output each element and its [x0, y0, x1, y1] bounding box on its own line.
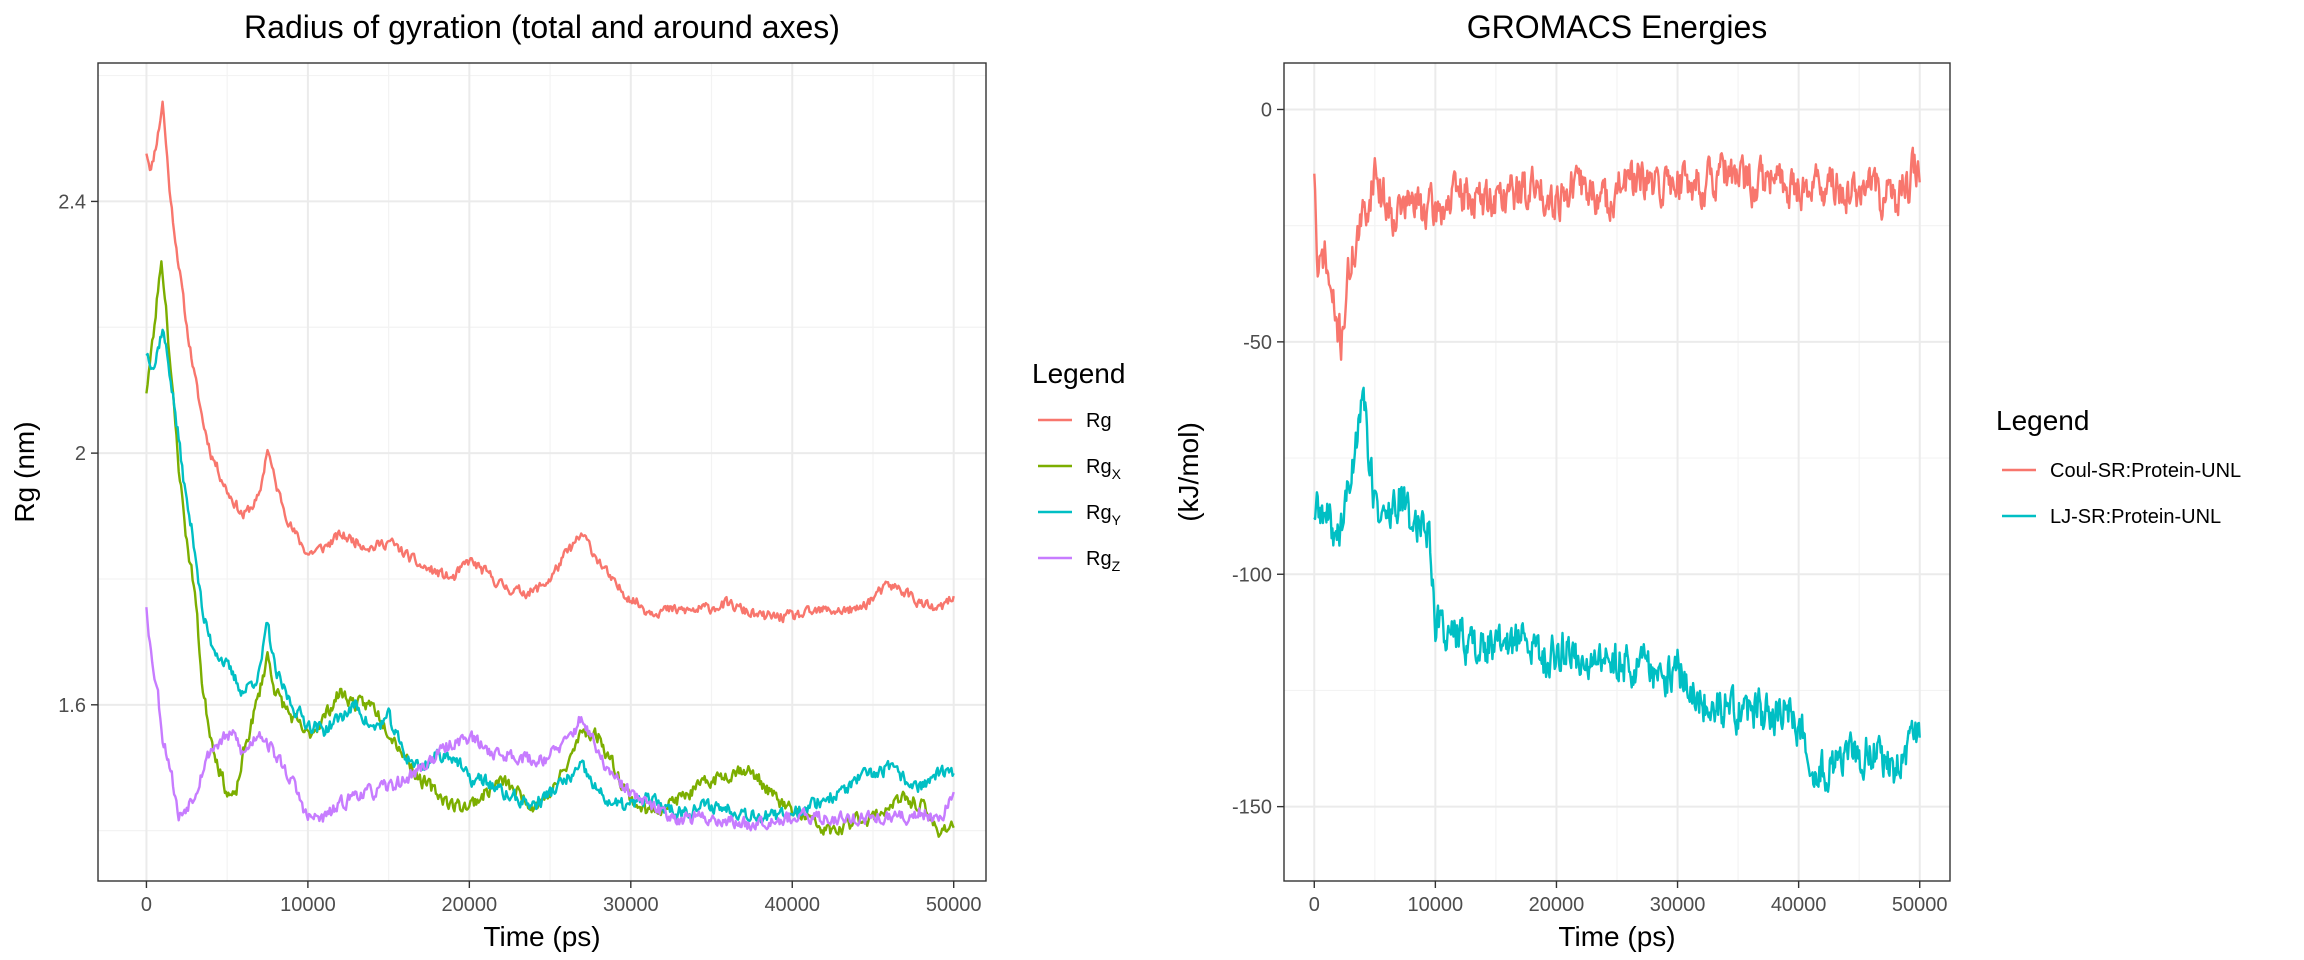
energies-chart: GROMACS Energies 0 10000 20000 30000 40000 50…	[1173, 9, 2241, 952]
rg-x-tick-label: 20000	[442, 894, 498, 916]
rg-legend-label: RgX	[1086, 456, 1122, 482]
energies-y-tick-label: 0	[1261, 99, 1272, 121]
rg-series-line-rgy	[145, 328, 955, 824]
energies-legend-label: Coul-SR:Protein-UNL	[2050, 460, 2241, 482]
energies-y-tick-label: -150	[1232, 797, 1272, 819]
energies-chart-series	[1313, 146, 1921, 793]
rg-chart: Radius of gyration (total and around axe…	[9, 9, 1125, 952]
rg-y-tick-label: 2.4	[58, 191, 86, 213]
energies-x-tick-label: 20000	[1529, 894, 1585, 916]
rg-legend-label: RgZ	[1086, 548, 1121, 574]
energies-x-tick-label: 50000	[1892, 894, 1948, 916]
energies-x-tick-label: 0	[1309, 894, 1320, 916]
rg-x-tick-label: 10000	[280, 894, 336, 916]
energies-series-line-lj-sr-protein-unl	[1313, 386, 1921, 793]
energies-chart-legend: Legend Coul-SR:Protein-UNL LJ-SR:Protein-…	[1996, 405, 2241, 528]
rg-series-line-rgx	[145, 260, 955, 838]
rg-chart-legend: Legend Rg RgX RgY RgZ	[1032, 358, 1125, 574]
rg-chart-panel	[97, 62, 987, 882]
energies-x-tick-label: 30000	[1650, 894, 1706, 916]
energies-legend-title: Legend	[1996, 405, 2089, 436]
energies-chart-title: GROMACS Energies	[1467, 9, 1768, 45]
rg-chart-ticks: 0 10000 20000 30000 40000 50000 1.6 2 2.4	[58, 191, 981, 916]
rg-legend-label: Rg	[1086, 410, 1112, 432]
rg-y-tick-label: 1.6	[58, 695, 86, 717]
rg-legend-label: RgY	[1086, 502, 1122, 528]
energies-series-line-coul-sr-protein-unl	[1313, 146, 1921, 361]
rg-chart-series	[145, 100, 955, 838]
energies-x-tick-label: 40000	[1771, 894, 1827, 916]
rg-x-tick-label: 0	[141, 894, 152, 916]
energies-y-tick-label: -100	[1232, 564, 1272, 586]
energies-chart-panel	[1283, 62, 1951, 882]
energies-chart-x-axis-label: Time (ps)	[1558, 921, 1675, 952]
rg-x-tick-label: 50000	[926, 894, 982, 916]
energies-legend-label: LJ-SR:Protein-UNL	[2050, 506, 2221, 528]
rg-chart-y-axis-label: Rg (nm)	[9, 421, 40, 522]
energies-chart-y-axis-label: (kJ/mol)	[1173, 422, 1204, 522]
rg-chart-title: Radius of gyration (total and around axe…	[244, 9, 840, 45]
rg-x-tick-label: 40000	[764, 894, 820, 916]
rg-series-line-rg	[145, 100, 955, 624]
energies-x-tick-label: 10000	[1408, 894, 1464, 916]
rg-x-tick-label: 30000	[603, 894, 659, 916]
rg-legend-title: Legend	[1032, 358, 1125, 389]
rg-chart-x-axis-label: Time (ps)	[483, 921, 600, 952]
rg-y-tick-label: 2	[75, 443, 86, 465]
energies-chart-ticks: 0 10000 20000 30000 40000 50000 0 -50 -100 -150	[1232, 99, 1948, 916]
energies-y-tick-label: -50	[1243, 332, 1272, 354]
rg-series-line-rgz	[145, 607, 955, 832]
